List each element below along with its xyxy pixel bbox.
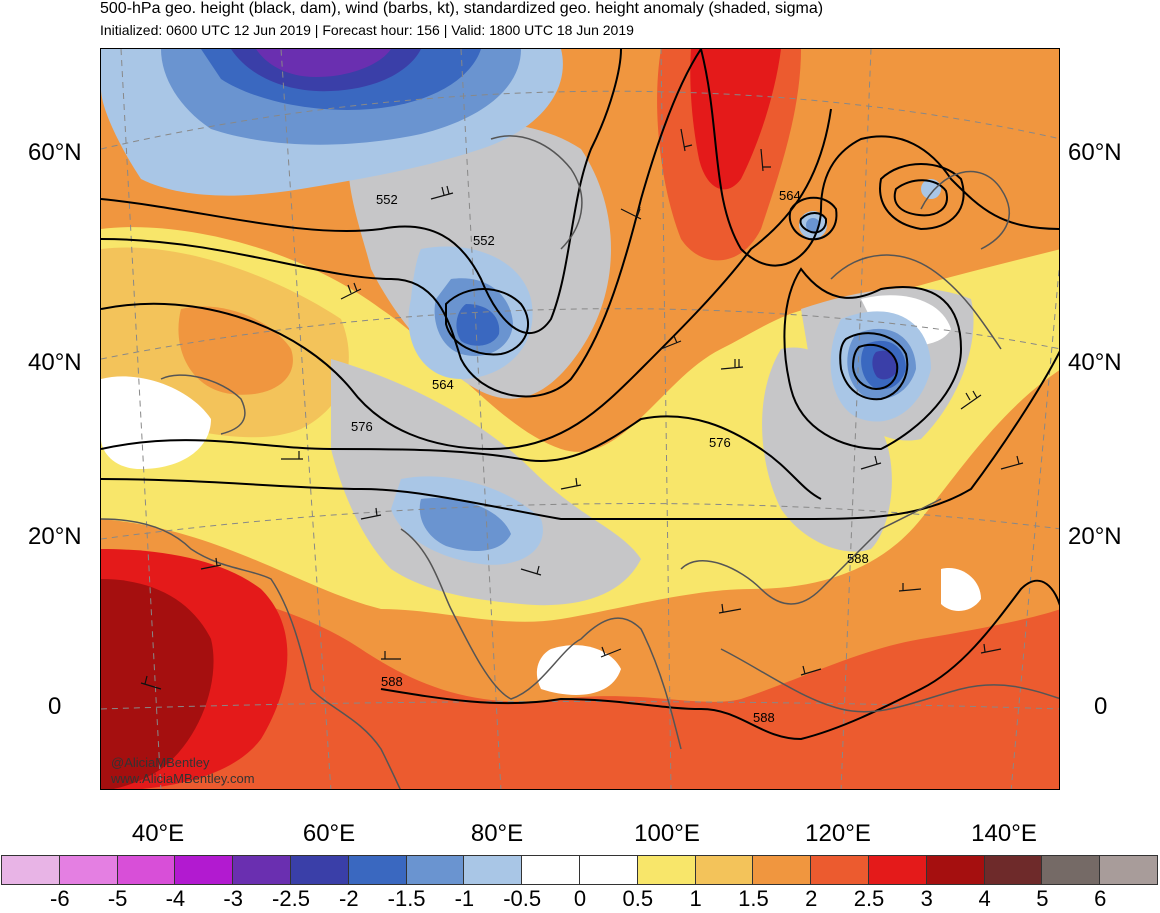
lat-label-right: 60°N xyxy=(1068,139,1122,166)
colorbar-label: 1 xyxy=(689,886,702,911)
colorbar-swatch xyxy=(636,855,696,885)
contour-label: 576 xyxy=(351,419,373,434)
contour-label: 588 xyxy=(381,674,403,689)
colorbar-swatch xyxy=(58,855,118,885)
lat-label-right: 40°N xyxy=(1068,349,1122,376)
colorbar-label: 6 xyxy=(1094,886,1107,911)
map-panel: 552 552 564 564 576 576 588 588 588 @Ali… xyxy=(100,48,1060,790)
arctic-trough-peak xyxy=(256,49,391,77)
lon-label: 40°E xyxy=(131,820,185,847)
central-low-core xyxy=(456,304,500,346)
lon-label: 80°E xyxy=(470,820,524,847)
contour-label: 552 xyxy=(473,233,495,248)
arabian-core xyxy=(101,579,214,789)
colorbar-swatch xyxy=(694,855,754,885)
colorbar-swatch xyxy=(232,855,291,885)
pacific-white xyxy=(941,568,981,611)
contour-label: 564 xyxy=(779,188,801,203)
colorbar-label: -4 xyxy=(165,886,186,911)
height-contours xyxy=(101,49,1059,741)
lon-label: 140°E xyxy=(971,820,1037,847)
caspian-warm-core xyxy=(178,306,293,395)
colorbar-label: -5 xyxy=(107,886,128,911)
colorbar-label: -1.5 xyxy=(387,886,426,911)
colorbar-swatch xyxy=(521,855,580,885)
bay-white xyxy=(536,645,621,695)
colorbar-swatch xyxy=(925,855,985,885)
colorbar-swatch xyxy=(867,855,927,885)
graticule xyxy=(101,49,1059,789)
colorbar-label: 1.5 xyxy=(738,886,769,911)
colorbar-label: 0 xyxy=(573,886,587,911)
colorbar-label: -6 xyxy=(50,886,70,911)
contour-label: 552 xyxy=(376,192,398,207)
lat-label-left: 20°N xyxy=(28,523,82,550)
figure-title: 500-hPa geo. height (black, dam), wind (… xyxy=(100,0,824,17)
colorbar-swatch xyxy=(810,855,869,885)
colorbar xyxy=(1,855,1158,885)
siberian-ridge-core xyxy=(690,49,781,190)
colorbar-swatch xyxy=(1,855,60,885)
okhotsk-small-low-core xyxy=(806,218,820,232)
lat-label-right: 0 xyxy=(1094,693,1108,720)
colorbar-swatch xyxy=(983,855,1043,885)
japan-sea-low-peak xyxy=(872,350,899,380)
lat-label-left: 0 xyxy=(48,693,62,720)
colorbar-swatch xyxy=(1041,855,1101,885)
colorbar-label: 3 xyxy=(920,886,933,911)
colorbar-label: 5 xyxy=(1036,886,1049,911)
figure-subtitle: Initialized: 0600 UTC 12 Jun 2019 | Fore… xyxy=(100,22,634,38)
colorbar-swatch xyxy=(289,855,349,885)
colorbar-swatch xyxy=(347,855,407,885)
colorbar-swatch xyxy=(174,855,234,885)
colorbar-swatch xyxy=(405,855,465,885)
lat-label-right: 20°N xyxy=(1068,523,1122,550)
contour-value-labels: 552 552 564 564 576 576 588 588 588 xyxy=(351,188,869,725)
colorbar-label: -1 xyxy=(454,886,475,911)
colorbar-swatch xyxy=(1099,855,1158,885)
contour-label: 588 xyxy=(847,551,869,566)
coastlines xyxy=(101,135,1059,789)
colorbar-label: -3 xyxy=(223,886,243,911)
colorbar-label: 2 xyxy=(805,886,818,911)
lon-label: 60°E xyxy=(302,820,356,847)
colorbar-swatch xyxy=(116,855,176,885)
colorbar-label: -2.5 xyxy=(272,886,310,911)
colorbar-swatch xyxy=(752,855,812,885)
tibet-low-mid xyxy=(419,498,511,551)
wind-barbs xyxy=(140,128,1024,690)
colorbar-label: 0.5 xyxy=(622,886,654,911)
colorbar-swatch xyxy=(463,855,523,885)
anomaly-map: 552 552 564 564 576 576 588 588 588 xyxy=(101,49,1059,789)
tibet-neutral xyxy=(331,359,641,606)
colorbar-label: 4 xyxy=(978,886,991,911)
contour-label: 564 xyxy=(432,377,454,392)
contour-label: 576 xyxy=(709,435,731,450)
contour-label: 588 xyxy=(753,710,775,725)
credit-url: www.AliciaMBentley.com xyxy=(111,771,255,786)
lon-label: 120°E xyxy=(805,820,871,847)
lat-label-left: 60°N xyxy=(28,139,82,166)
lon-label: 100°E xyxy=(634,820,700,847)
credit-handle: @AliciaMBentley xyxy=(111,755,210,770)
colorbar-label: -2 xyxy=(339,886,359,911)
turkey-white xyxy=(101,376,211,469)
colorbar-swatch xyxy=(578,855,638,885)
lat-label-left: 40°N xyxy=(28,349,82,376)
colorbar-label: -0.5 xyxy=(503,886,542,911)
colorbar-label: 2.5 xyxy=(853,886,885,911)
